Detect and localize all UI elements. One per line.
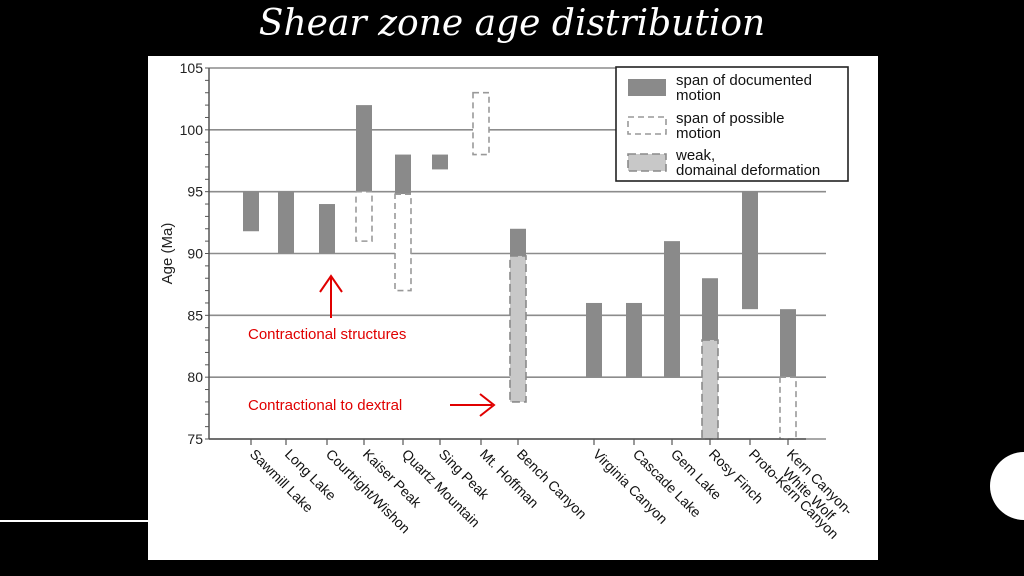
chart-panel: 75 80 85 90 95 100 105 Age (Ma) Sawmill Lake Long… <box>148 56 878 560</box>
bar-documented-motion <box>432 154 448 170</box>
decorative-circle <box>990 452 1024 520</box>
legend-label-line: motion <box>676 125 721 142</box>
bar-documented-motion <box>664 241 680 378</box>
bar-documented-motion <box>243 191 259 232</box>
annotation-contractional-to-dextral: Contractional to dextral <box>248 397 402 414</box>
legend-swatch <box>628 79 666 96</box>
legend-label-line: weak, <box>675 147 715 164</box>
x-tick-label: Cascade Lake <box>630 446 705 521</box>
bar-possible-motion <box>779 376 797 440</box>
y-tick-label: 85 <box>187 307 203 323</box>
bar-documented-motion <box>319 204 335 254</box>
bar-documented-motion <box>702 278 718 341</box>
y-tick-label: 75 <box>187 431 203 447</box>
bar-documented-motion <box>780 309 796 378</box>
y-axis-label: Age (Ma) <box>159 223 176 285</box>
bar-possible-motion <box>472 91 490 156</box>
x-tick-label: Virginia Canyon <box>590 446 671 527</box>
bar-documented-motion <box>742 191 758 310</box>
bar-documented-motion <box>395 154 411 195</box>
legend-label-line: domainal deformation <box>676 162 820 179</box>
annotation-contractional-structures: Contractional structures <box>248 326 406 343</box>
legend-label-line: motion <box>676 87 721 104</box>
y-tick-label: 105 <box>180 60 204 76</box>
bar-documented-motion <box>278 191 294 254</box>
annotation-arrow-right-head <box>479 393 496 417</box>
bar-weak-deformation <box>701 339 719 440</box>
bar-weak-deformation <box>509 255 527 403</box>
annotation-arrow-up-head <box>319 274 343 293</box>
bar-documented-motion <box>586 302 602 378</box>
legend-label: span of documented motion <box>676 72 812 104</box>
y-tick-label: 90 <box>187 246 203 262</box>
bar-documented-motion <box>356 105 372 192</box>
y-tick-label: 95 <box>187 184 203 200</box>
annotations: Contractional structures Contractional to… <box>248 274 496 417</box>
legend-label-line: span of possible <box>676 110 784 127</box>
bar-documented-motion <box>626 302 642 378</box>
decorative-divider-line <box>0 520 148 522</box>
y-tick-label: 80 <box>187 369 203 385</box>
legend-swatch <box>627 116 667 135</box>
legend-label-line: span of documented <box>676 72 812 89</box>
legend-swatch <box>627 153 667 172</box>
bar-possible-motion <box>394 193 412 292</box>
legend-label: span of possible motion <box>676 110 784 142</box>
slide-title: Shear zone age distribution <box>258 3 766 44</box>
y-tick-label: 100 <box>180 122 204 138</box>
bar-possible-motion <box>355 190 373 242</box>
legend-label: weak, domainal deformation <box>675 147 820 179</box>
bar-documented-motion <box>510 228 526 256</box>
